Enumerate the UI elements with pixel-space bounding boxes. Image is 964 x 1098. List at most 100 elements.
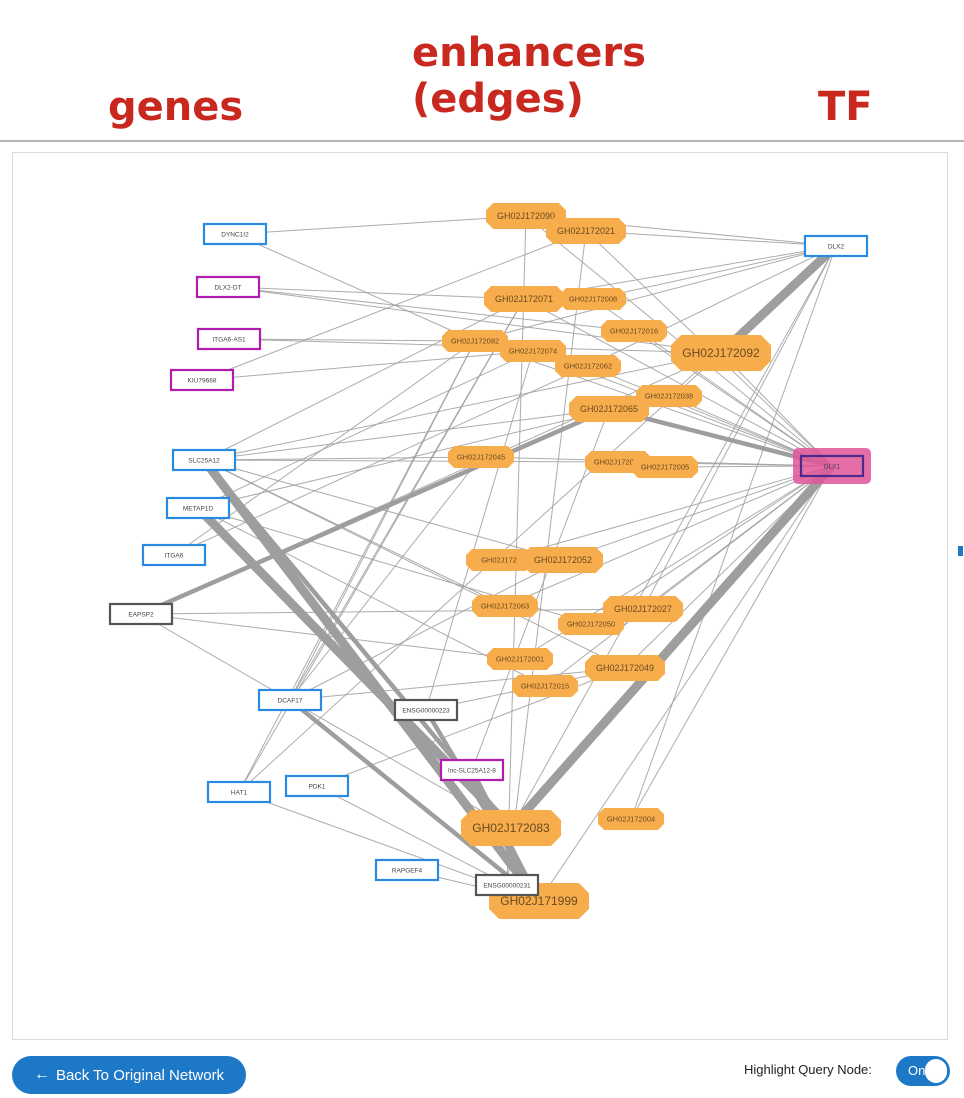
node-label: DLX2 bbox=[828, 244, 845, 251]
enhancer-label: GH02J172038 bbox=[645, 392, 693, 401]
edge-EAPSP2-GH02J172027 bbox=[140, 608, 644, 615]
gene-node[interactable]: SLC25A12 bbox=[171, 448, 237, 472]
enhancer-node[interactable]: GH02J172082 bbox=[442, 330, 508, 352]
enhancer-octagon bbox=[671, 335, 771, 371]
enhancer-node[interactable]: GH02J172062 bbox=[555, 355, 621, 377]
enhancer-node[interactable]: GH02J172050 bbox=[558, 613, 624, 635]
enhancer-node[interactable]: GH02J172065 bbox=[569, 396, 649, 422]
enhancer-octagon bbox=[603, 596, 683, 622]
enhancer-label: GH02J172045 bbox=[457, 453, 505, 462]
enhancer-node[interactable]: GH02J172052 bbox=[523, 547, 603, 573]
enhancer-octagon bbox=[500, 340, 566, 362]
node-label: HAT1 bbox=[231, 790, 248, 797]
gene-node[interactable]: lnc-SLC25A12-8 bbox=[439, 758, 505, 782]
gene-node[interactable]: ITGA6 bbox=[141, 543, 207, 567]
edge-ENSG0-GH02J172074 bbox=[425, 350, 534, 711]
enhancer-node[interactable]: GH02J172016 bbox=[601, 320, 667, 342]
enhancer-node[interactable]: GH02J172001 bbox=[487, 648, 553, 670]
enhancer-label: GH02J172010 bbox=[594, 458, 642, 467]
enhancer-node[interactable]: GH02J172049 bbox=[585, 655, 665, 681]
edge-GH02J172016-DLX1 bbox=[633, 330, 833, 467]
gene-node[interactable]: DCAF17 bbox=[257, 688, 323, 712]
edge-GH02J172072-DLX1 bbox=[498, 465, 833, 561]
enhancer-node[interactable]: GH02J172071 bbox=[484, 286, 564, 312]
enhancer-node[interactable]: GH02J172063 bbox=[472, 595, 538, 617]
enhancer-node[interactable]: GH02J172083 bbox=[461, 810, 561, 846]
node-box bbox=[196, 327, 262, 351]
edge-DCAF17-GH02J172045 bbox=[289, 456, 482, 701]
edge-SLC25A12-GH02J172092 bbox=[203, 352, 722, 461]
node-box bbox=[284, 774, 350, 798]
gene-node[interactable]: KIU79668 bbox=[169, 368, 235, 392]
node-box bbox=[257, 688, 323, 712]
enhancer-octagon bbox=[558, 613, 624, 635]
enhancer-octagon bbox=[636, 385, 702, 407]
edge-ITGA6-AS1-GH02J172082 bbox=[228, 338, 476, 342]
enhancer-node[interactable]: GH02J172005 bbox=[632, 456, 698, 478]
enhancer-label: GH02J172008 bbox=[569, 295, 617, 304]
node-box bbox=[206, 780, 272, 804]
edge-SLC25A12-GH02J172010 bbox=[203, 459, 619, 463]
toggle-knob bbox=[925, 1059, 947, 1083]
enhancer-node[interactable]: GH02J172074 bbox=[500, 340, 566, 362]
gene-node[interactable]: PDK1 bbox=[284, 774, 350, 798]
enhancer-node[interactable]: GH02J172027 bbox=[603, 596, 683, 622]
gene-node[interactable]: EAPSP2 bbox=[108, 602, 174, 626]
enhancer-node[interactable]: GH02J172004 bbox=[598, 808, 664, 830]
tf-node[interactable]: DLX2 bbox=[803, 234, 869, 258]
gene-node[interactable]: HAT1 bbox=[206, 780, 272, 804]
enhancer-octagon bbox=[546, 218, 626, 244]
genes-column-header: genes bbox=[108, 84, 244, 130]
enhancer-node[interactable]: GH02J172021 bbox=[546, 218, 626, 244]
node-box bbox=[171, 448, 237, 472]
enhancer-node[interactable]: GH02J172 bbox=[466, 549, 532, 571]
gene-node[interactable]: ENSG00000231 bbox=[474, 873, 540, 897]
edge-GH02J172062-DLX1 bbox=[587, 365, 833, 467]
edge-GH02J172082-DLX2 bbox=[474, 245, 837, 342]
network-panel[interactable]: GH02J172090 GH02J172021 GH02J172071 GH02J17… bbox=[12, 152, 948, 1040]
edge-DCAF17-GH02J171999 bbox=[288, 698, 541, 903]
arrow-left-icon: ← bbox=[33, 1066, 50, 1083]
enhancer-node[interactable]: GH02J172008 bbox=[560, 288, 626, 310]
back-to-original-network-button[interactable]: ← Back To Original Network bbox=[12, 1056, 246, 1094]
enhancer-octagon bbox=[461, 810, 561, 846]
enhancers-header-line1: enhancers bbox=[412, 30, 646, 76]
gene-node[interactable]: RAPGEF4 bbox=[374, 858, 440, 882]
edge-METAP1D-GH02J172074 bbox=[197, 350, 534, 509]
edge-GH02J172004-DLX1 bbox=[630, 465, 833, 820]
node-label: ITGA6-AS1 bbox=[212, 337, 246, 344]
enhancer-label: GH02J172052 bbox=[534, 555, 592, 565]
highlight-query-node-toggle[interactable]: On bbox=[896, 1056, 950, 1086]
back-button-label: Back To Original Network bbox=[55, 1066, 225, 1084]
node-box bbox=[803, 234, 869, 258]
gene-node[interactable]: METAP1D bbox=[165, 496, 231, 520]
enhancer-node[interactable]: GH02J172045 bbox=[448, 446, 514, 468]
edge-GH02J172008-DLX2 bbox=[592, 245, 837, 300]
gene-node[interactable]: DYNC1I2 bbox=[202, 222, 268, 246]
enhancer-node[interactable]: GH02J172015 bbox=[512, 675, 578, 697]
node-box bbox=[141, 543, 207, 567]
gene-node[interactable]: ITGA6-AS1 bbox=[196, 327, 262, 351]
gene-node[interactable]: DLX2-DT bbox=[195, 275, 261, 299]
edge-HAT1-GH02J172092 bbox=[238, 352, 722, 793]
tf-node[interactable]: DLX1 bbox=[793, 448, 871, 484]
edge-SLC25A12-GH02J172052 bbox=[203, 459, 564, 561]
enhancer-octagon bbox=[466, 549, 532, 571]
enhancer-label: GH02J172016 bbox=[610, 327, 658, 336]
enhancer-node[interactable]: GH02J172090 bbox=[486, 203, 566, 229]
node-label: ENSG00000223 bbox=[402, 708, 450, 715]
node-label: PDK1 bbox=[309, 784, 326, 791]
edge-HAT1-GH02J172082 bbox=[238, 340, 476, 793]
enhancer-node[interactable]: GH02J172092 bbox=[671, 335, 771, 371]
edge-SLC25A12-GH02J172045 bbox=[203, 456, 482, 461]
node-label: DYNC1I2 bbox=[221, 232, 249, 239]
enhancer-label: GH02J172065 bbox=[580, 404, 638, 414]
enhancer-node[interactable]: GH02J172038 bbox=[636, 385, 702, 407]
edge-GH02J172015-DLX1 bbox=[544, 465, 833, 687]
edge-GH02J172062-DLX2 bbox=[587, 245, 837, 367]
gene-node[interactable]: ENSG00000223 bbox=[393, 698, 459, 722]
enhancer-label: GH02J172 bbox=[481, 556, 517, 565]
edge-DLX1-GH02J172083 bbox=[507, 463, 836, 831]
